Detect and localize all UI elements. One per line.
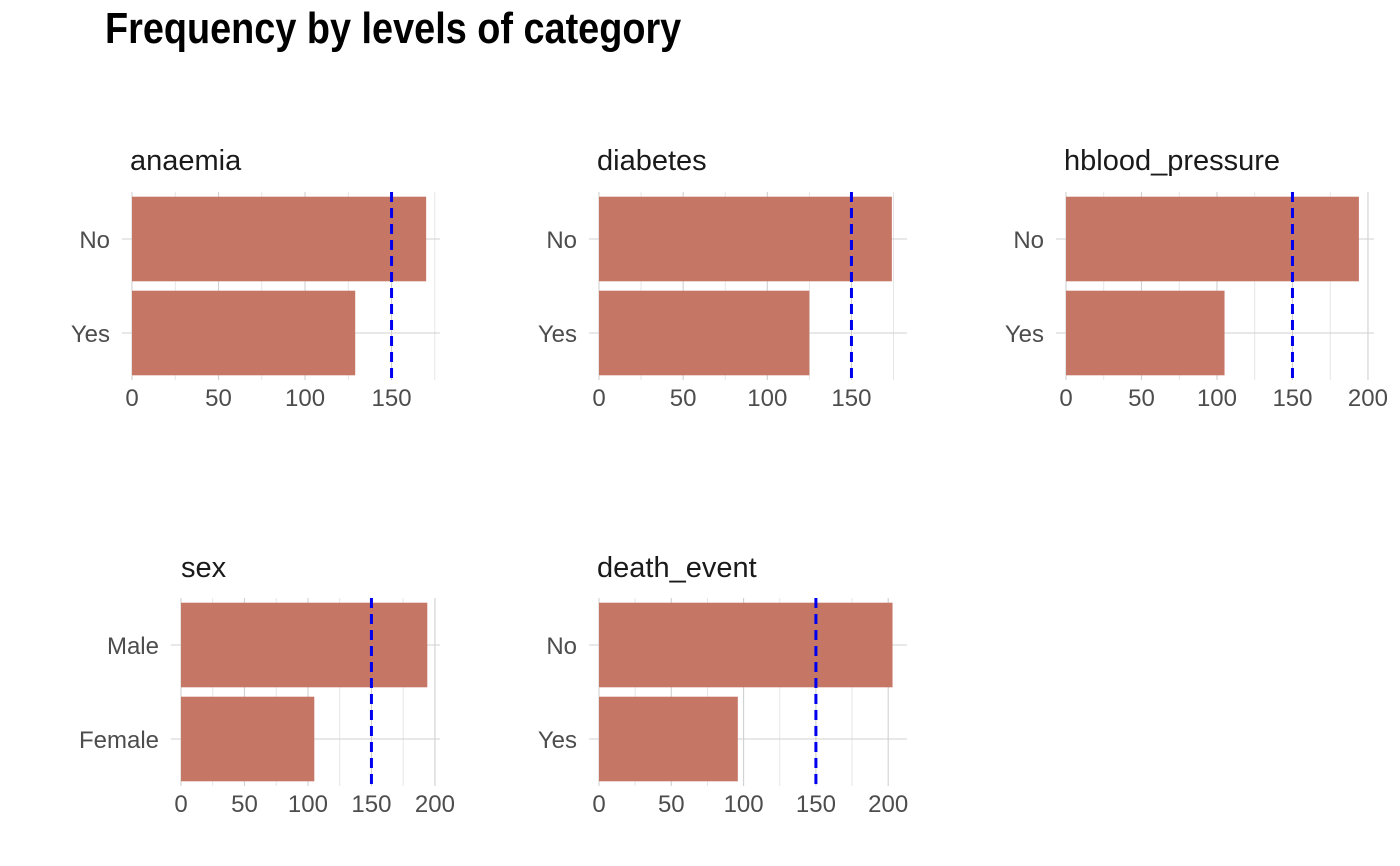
x-tick-label: 150 <box>831 385 871 412</box>
x-tick-label: 0 <box>1059 385 1072 412</box>
category-label-no: No <box>546 633 577 660</box>
x-tick-label: 100 <box>285 385 325 412</box>
x-tick-label: 0 <box>174 791 187 818</box>
category-label-no: No <box>546 227 577 254</box>
x-tick-label: 100 <box>1197 385 1237 412</box>
x-tick-label: 0 <box>125 385 138 412</box>
x-tick-label: 50 <box>231 791 258 818</box>
category-label-yes: Yes <box>1005 321 1044 348</box>
x-tick-label: 200 <box>415 791 455 818</box>
panel-anaemia: anaemia 0 50 100 150 No Yes <box>71 145 440 412</box>
page-title: Frequency by levels of category <box>105 4 682 53</box>
category-label-yes: Yes <box>71 321 110 348</box>
bar-sex-female <box>181 696 315 782</box>
x-tick-label: 150 <box>796 791 836 818</box>
x-tick-label: 100 <box>747 385 787 412</box>
panel-title-anaemia: anaemia <box>130 145 242 177</box>
bar-sex-male <box>181 602 428 688</box>
x-tick-label: 50 <box>205 385 232 412</box>
category-label-no: No <box>1013 227 1044 254</box>
category-label-male: Male <box>107 633 159 660</box>
panel-title-death-event: death_event <box>597 552 757 584</box>
bar-diabetes-yes <box>599 290 810 376</box>
category-label-yes: Yes <box>538 321 577 348</box>
bar-anaemia-yes <box>132 290 356 376</box>
x-tick-label: 150 <box>1272 385 1312 412</box>
category-label-no: No <box>79 227 110 254</box>
panel-title-sex: sex <box>181 552 227 584</box>
bar-diabetes-no <box>599 196 892 282</box>
panel-title-diabetes: diabetes <box>597 145 707 177</box>
panel-hblood-pressure: hblood_pressure 0 50 100 150 200 No Yes <box>1005 145 1388 412</box>
x-tick-label: 50 <box>658 791 685 818</box>
bar-hblood-pressure-no <box>1066 196 1359 282</box>
x-tick-label: 50 <box>670 385 697 412</box>
x-tick-label: 100 <box>288 791 328 818</box>
bar-death-event-yes <box>599 696 738 782</box>
x-tick-label: 150 <box>351 791 391 818</box>
panel-diabetes: diabetes 0 50 100 150 No Yes <box>538 145 907 412</box>
x-tick-label: 150 <box>372 385 412 412</box>
x-tick-label: 50 <box>1128 385 1155 412</box>
category-label-female: Female <box>79 727 159 754</box>
panel-death-event: death_event 0 50 100 150 200 No Yes <box>538 552 908 818</box>
category-label-yes: Yes <box>538 727 577 754</box>
bar-death-event-no <box>599 602 893 688</box>
bar-anaemia-no <box>132 196 427 282</box>
x-tick-label: 0 <box>592 791 605 818</box>
x-tick-label: 200 <box>1348 385 1388 412</box>
x-tick-label: 200 <box>868 791 908 818</box>
panel-sex: sex 0 50 100 150 200 Male Female <box>79 552 455 818</box>
x-tick-label: 0 <box>592 385 605 412</box>
panel-title-hblood-pressure: hblood_pressure <box>1064 145 1280 177</box>
bar-hblood-pressure-yes <box>1066 290 1225 376</box>
x-tick-label: 100 <box>724 791 764 818</box>
